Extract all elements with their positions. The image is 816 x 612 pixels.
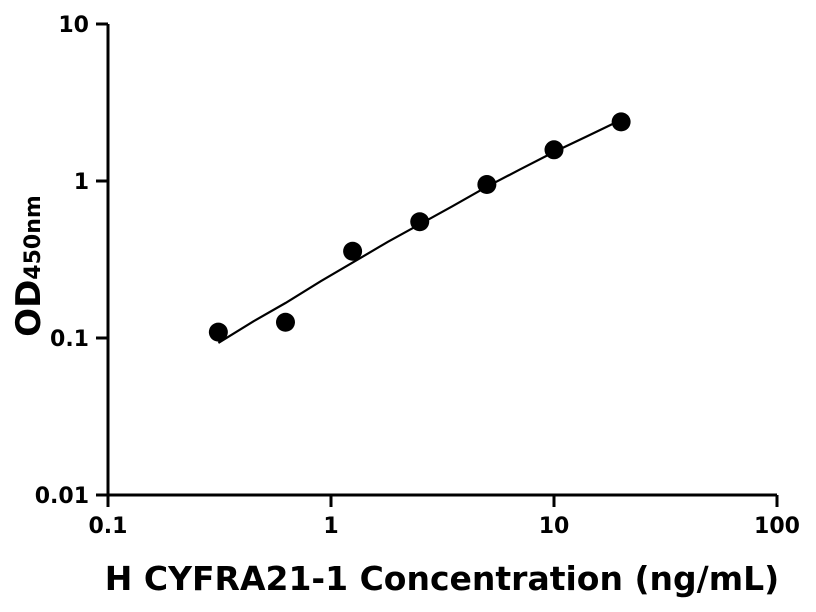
- y-tick-label: 0.01: [35, 484, 89, 509]
- data-point: [544, 140, 564, 160]
- data-point: [611, 112, 631, 132]
- x-tick-label: 10: [539, 514, 570, 539]
- data-point: [208, 322, 228, 342]
- data-point: [410, 212, 430, 232]
- data-point: [275, 312, 295, 332]
- data-point: [477, 174, 497, 194]
- y-tick-label: 0.1: [50, 327, 89, 352]
- x-axis-title: H CYFRA21-1 Concentration (ng/mL): [105, 559, 779, 598]
- y-axis-title-subscript: 450nm: [21, 195, 46, 280]
- y-axis-title-main: OD: [9, 280, 49, 337]
- x-tick-label: 0.1: [89, 514, 128, 539]
- x-tick-label: 100: [754, 514, 800, 539]
- y-tick-label: 1: [74, 170, 89, 195]
- axes: [106, 24, 777, 497]
- y-tick-label: 10: [58, 13, 89, 38]
- y-axis-title: OD450nm: [9, 195, 49, 337]
- x-tick-label: 1: [323, 514, 338, 539]
- data-points-layer: [208, 112, 631, 342]
- data-point: [343, 241, 363, 261]
